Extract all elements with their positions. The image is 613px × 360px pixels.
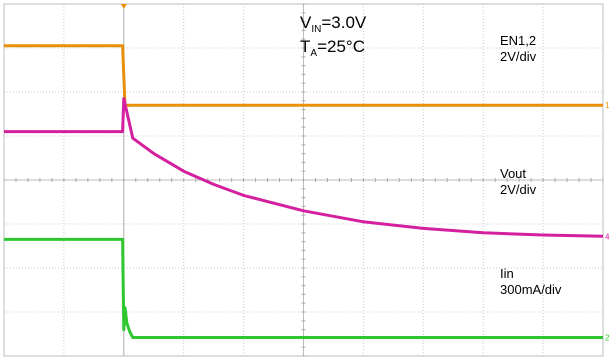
trace-en1-2 [4,44,603,107]
channel-marker-2: 2 [605,334,610,343]
en-channel-name: EN1,2 [500,33,537,48]
vout-channel-label: Vout 2V/div [500,166,536,198]
plot-grid [3,3,604,357]
vout-channel-scale: 2V/div [500,182,537,197]
trace-iin [4,237,603,339]
ta-condition-label: TA=25°C [300,37,365,59]
channel-marker-0: 1 [605,101,610,110]
vin-condition-label: VIN=3.0V [300,13,367,35]
iin-channel-scale: 300mA/div [500,282,562,297]
en-channel-scale: 2V/div [500,49,537,64]
en-channel-label: EN1,2 2V/div [500,33,536,65]
waveform-traces [4,44,604,339]
vout-channel-name: Vout [500,166,527,181]
iin-channel-label: Iin 300mA/div [500,266,561,298]
trace-vout [4,97,604,238]
trigger-arrow-icon [120,4,127,9]
channel-markers: 1 4 2 [605,101,610,342]
iin-channel-name: Iin [500,266,514,281]
channel-marker-1: 4 [605,232,610,241]
